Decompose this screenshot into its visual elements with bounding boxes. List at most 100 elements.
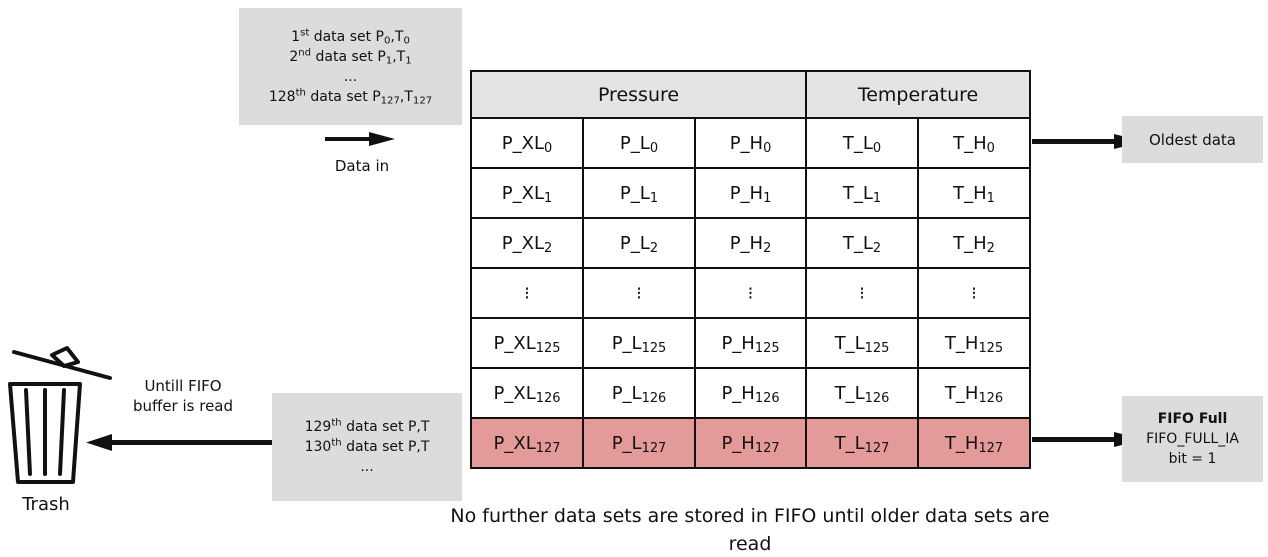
ordinal-suffix: st	[300, 26, 310, 38]
cell-index: 1	[649, 190, 659, 206]
cell-index: 1	[986, 190, 995, 206]
cell-index: 126	[864, 390, 890, 406]
table-cell: P_L126	[582, 367, 696, 419]
cell-index: 125	[535, 340, 561, 356]
ordinal-suffix: th	[331, 417, 342, 429]
table-cell: P_XL2	[470, 217, 584, 269]
oldest-data-label: Oldest data	[1149, 130, 1236, 149]
table-cell: P_H125	[693, 317, 808, 369]
overflow-data-set-line: ...	[360, 459, 374, 475]
table-cell: P_XL125	[470, 317, 584, 369]
table-cell: T_H2	[917, 217, 1032, 269]
cell-index: 1	[763, 190, 772, 206]
table-cell: ⁝	[693, 267, 808, 319]
cell-index: 127	[978, 440, 1004, 456]
table-cell: T_L1	[805, 167, 920, 219]
table-cell: P_H127	[693, 417, 808, 469]
until-label-line-2: buffer is read	[132, 397, 234, 415]
table-row: ⁝ ⁝ ⁝ ⁝ ⁝	[470, 267, 1032, 319]
table-cell: T_L126	[805, 367, 920, 419]
table-cell: P_L127	[582, 417, 696, 469]
cell-index: 125	[864, 340, 890, 356]
ordinal-suffix: nd	[298, 46, 312, 58]
cell-index: 1	[872, 190, 882, 206]
header-pressure: Pressure	[469, 70, 808, 119]
table-cell: P_H1	[693, 167, 808, 219]
fifo-full-flag: FIFO_FULL_IA	[1146, 431, 1239, 447]
cell-index: 1	[543, 190, 553, 206]
table-cell: T_H127	[917, 417, 1032, 469]
table-cell: T_H1	[917, 167, 1032, 219]
table-header-row: Pressure Temperature	[469, 70, 1032, 119]
table-cell: P_H126	[693, 367, 808, 419]
table-cell: T_L0	[805, 117, 920, 169]
overflow-data-set-line: 130th data set P,T	[304, 437, 430, 455]
pressure-index: 0	[384, 35, 391, 47]
cell-index: 126	[535, 390, 561, 406]
table-cell: T_L2	[805, 217, 920, 269]
cell-index: 2	[763, 240, 772, 256]
cell-index: 2	[986, 240, 995, 256]
cell-index: 2	[872, 240, 882, 256]
cell-index: 127	[864, 440, 890, 456]
cell-index: 127	[535, 440, 561, 456]
table-cell: P_H0	[693, 117, 808, 169]
table-cell: ⁝	[917, 267, 1032, 319]
cell-index: 127	[641, 440, 667, 456]
input-data-sets-box: 1st data set P0,T0 2nd data set P1,T1... 1…	[239, 8, 462, 125]
cell-index: 2	[543, 240, 553, 256]
fifo-buffer-table: Pressure Temperature P_XL0 P_L0 P_H0 T_L0 T_H…	[469, 70, 1032, 469]
temperature-index: 1	[405, 55, 412, 67]
fifo-full-bit: bit = 1	[1168, 451, 1217, 467]
trash-label: Trash	[22, 494, 70, 515]
to-trash-arrow	[86, 434, 276, 451]
table-cell: P_XL0	[470, 117, 584, 169]
oldest-data-box: Oldest data	[1122, 116, 1263, 163]
cell-index: 126	[978, 390, 1004, 406]
table-cell: ⁝	[582, 267, 696, 319]
table-row: P_XL1 P_L1 P_H1 T_L1 T_H1	[470, 167, 1032, 219]
pressure-index: 127	[380, 95, 400, 107]
pressure-index: 1	[385, 55, 393, 67]
cell-index: 125	[754, 340, 780, 356]
table-cell: ⁝	[470, 267, 584, 319]
trash-can-icon	[8, 346, 112, 484]
table-cell: P_L1	[582, 167, 696, 219]
overflow-data-sets-box: 129th data set P,T 130th data set P,T...	[272, 393, 462, 501]
cell-index: 0	[763, 140, 772, 156]
table-cell: T_H0	[917, 117, 1032, 169]
cell-index: 0	[986, 140, 995, 156]
table-cell: P_XL1	[470, 167, 584, 219]
table-cell: T_L127	[805, 417, 920, 469]
fifo-full-box: FIFO Full FIFO_FULL_IA bit = 1	[1122, 396, 1263, 482]
input-data-set-line: 128th data set P127,T127	[268, 86, 433, 107]
table-cell: ⁝	[805, 267, 920, 319]
fifo-full-title: FIFO Full	[1157, 411, 1228, 427]
temperature-index: 0	[403, 35, 410, 47]
cell-index: 0	[649, 140, 659, 156]
until-label-line-1: Untill FIFO	[144, 377, 222, 395]
header-temperature: Temperature	[805, 70, 1032, 119]
table-cell: P_L125	[582, 317, 696, 369]
table-row: P_XL2 P_L2 P_H2 T_L2 T_H2	[470, 217, 1032, 269]
cell-index: 126	[641, 390, 667, 406]
caption: No further data sets are stored in FIFO …	[450, 505, 1050, 555]
cell-index: 127	[754, 440, 780, 456]
fifo-full-row: P_XL127 P_L127 P_H127 T_L127 T_H127	[470, 417, 1032, 469]
input-data-set-line: 1st data set P0,T0	[291, 26, 410, 47]
table-cell: T_H126	[917, 367, 1032, 419]
table-row: P_XL126 P_L126 P_H126 T_L126 T_H126	[470, 367, 1032, 419]
table-cell: P_XL126	[470, 367, 584, 419]
input-data-set-line: 2nd data set P1,T1	[289, 46, 412, 67]
table-cell: P_L2	[582, 217, 696, 269]
table-cell: T_L125	[805, 317, 920, 369]
cell-index: 0	[543, 140, 553, 156]
until-fifo-read-label: Untill FIFO buffer is read	[113, 376, 253, 416]
temperature-index: 127	[412, 95, 433, 107]
table-cell: T_H125	[917, 317, 1032, 369]
cell-index: 0	[872, 140, 882, 156]
input-data-set-line: ...	[343, 68, 358, 85]
cell-index: 125	[978, 340, 1004, 356]
